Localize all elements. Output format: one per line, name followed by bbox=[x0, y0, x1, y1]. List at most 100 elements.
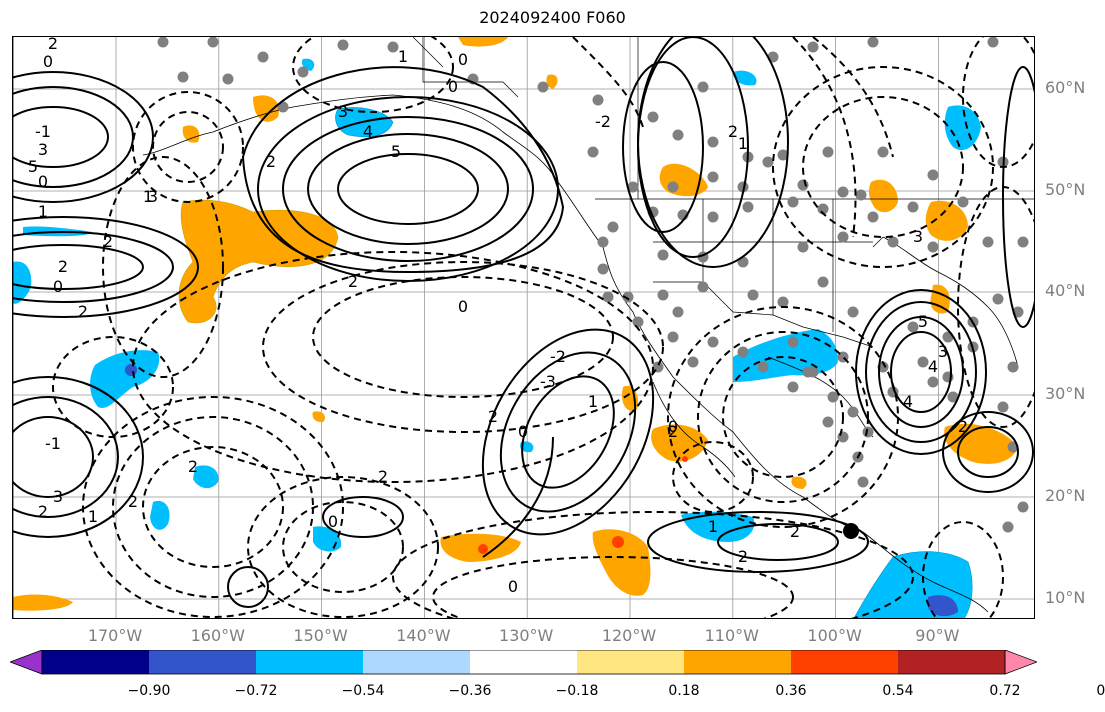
station-dot bbox=[787, 381, 799, 393]
station-dot bbox=[927, 169, 939, 181]
contour-label: 2 bbox=[103, 232, 113, 251]
contour-label: 1 bbox=[88, 507, 98, 526]
station-dot bbox=[947, 391, 959, 403]
station-markers bbox=[157, 37, 1029, 533]
longitude-label: 120°W bbox=[601, 626, 657, 645]
contour-label: 2 bbox=[668, 422, 678, 441]
longitude-label: 110°W bbox=[704, 626, 759, 645]
contour-label: 1 bbox=[708, 517, 718, 536]
colorbar-tick-label: 0.36 bbox=[775, 683, 807, 699]
station-dot bbox=[207, 37, 219, 48]
station-dot bbox=[1017, 501, 1029, 513]
contour-label: 3 bbox=[38, 140, 48, 159]
station-dot bbox=[787, 196, 799, 208]
colorbar-swatch bbox=[684, 650, 792, 674]
longitude-label: 150°W bbox=[293, 626, 348, 645]
station-dot bbox=[887, 236, 899, 248]
station-dot bbox=[847, 306, 859, 318]
colorbar-swatch bbox=[256, 650, 364, 674]
station-dot bbox=[817, 276, 829, 288]
contour-label: 2 bbox=[728, 122, 738, 141]
station-dot bbox=[737, 346, 749, 358]
latitude-label: 40°N bbox=[1045, 281, 1086, 300]
contour-label: 2 bbox=[348, 272, 358, 291]
station-dot bbox=[742, 201, 754, 213]
station-dot bbox=[687, 356, 699, 368]
colorbar-tick-label: 0.54 bbox=[882, 683, 914, 699]
contour-label: 5 bbox=[391, 142, 401, 161]
contour-label: 1 bbox=[143, 187, 153, 206]
station-dot bbox=[277, 101, 289, 113]
station-dot bbox=[822, 146, 834, 158]
station-dot bbox=[867, 37, 879, 48]
contour-label: 1 bbox=[398, 47, 408, 66]
station-dot bbox=[837, 186, 849, 198]
colorbar-tick-label: −0.90 bbox=[127, 683, 171, 699]
contour-label: 0 bbox=[458, 50, 468, 69]
contour-label: 3 bbox=[938, 342, 948, 361]
contour-label: 0 bbox=[508, 577, 518, 596]
station-dot bbox=[627, 181, 639, 193]
map-title: 2024092400 F060 bbox=[479, 8, 626, 27]
contour-label: 2 bbox=[738, 547, 748, 566]
contour-label: 2 bbox=[790, 522, 800, 541]
colorbar-swatch bbox=[791, 650, 899, 674]
contour-label: 0 bbox=[518, 422, 528, 441]
colorbar-swatch bbox=[898, 650, 1006, 674]
contour-label: 3 bbox=[913, 227, 923, 246]
station-dot bbox=[802, 366, 814, 378]
station-dot bbox=[822, 416, 834, 428]
station-dot bbox=[787, 336, 799, 348]
colorbar-swatch bbox=[42, 650, 150, 674]
station-dot bbox=[827, 391, 839, 403]
contour-label: 5 bbox=[918, 312, 928, 331]
longitude-label: 100°W bbox=[807, 626, 862, 645]
station-dot bbox=[707, 211, 719, 223]
contour-label: 2 bbox=[378, 467, 388, 486]
station-dot bbox=[672, 306, 684, 318]
contour-label: 0 bbox=[448, 77, 458, 96]
station-dot bbox=[762, 156, 774, 168]
contour-label: 0 bbox=[38, 172, 48, 191]
station-dot bbox=[387, 41, 399, 53]
station-dot bbox=[747, 289, 759, 301]
latitude-label: 20°N bbox=[1045, 486, 1086, 505]
station-dot bbox=[597, 236, 609, 248]
station-dot bbox=[697, 81, 709, 93]
station-dot bbox=[797, 179, 809, 191]
station-dot bbox=[607, 221, 619, 233]
station-dot bbox=[777, 149, 789, 161]
station-dot bbox=[992, 293, 1004, 305]
station-dot bbox=[982, 236, 994, 248]
contour-label: 4 bbox=[903, 392, 913, 411]
station-dot bbox=[177, 71, 189, 83]
station-dot bbox=[157, 37, 169, 48]
contour-label: 1 bbox=[738, 134, 748, 153]
colorbar-tick-label: −0.36 bbox=[448, 683, 492, 699]
station-dot bbox=[597, 263, 609, 275]
station-dot bbox=[877, 146, 889, 158]
colorbar-tick-label: −0.18 bbox=[555, 683, 599, 699]
colorbar-tick-label: 0.72 bbox=[989, 683, 1021, 699]
contour-lines bbox=[13, 37, 1034, 618]
longitude-label: 170°W bbox=[87, 626, 143, 645]
station-dot bbox=[592, 94, 604, 106]
colorbar-tick-label: −0.54 bbox=[341, 683, 385, 699]
station-dot bbox=[862, 426, 874, 438]
station-dot bbox=[927, 241, 939, 253]
station-dot bbox=[927, 376, 939, 388]
station-dot bbox=[337, 39, 349, 51]
station-dot bbox=[707, 171, 719, 183]
contour-label: 3 bbox=[148, 187, 158, 206]
station-dot bbox=[907, 201, 919, 213]
contour-label: -3 bbox=[540, 372, 556, 391]
station-dot bbox=[297, 66, 309, 78]
contour-label: 0 bbox=[53, 277, 63, 296]
contour-label: 2 bbox=[188, 457, 198, 476]
location-marker bbox=[843, 523, 859, 539]
station-dot bbox=[855, 189, 867, 201]
contour-label: 1 bbox=[38, 202, 48, 221]
contour-label: 3 bbox=[53, 487, 63, 506]
